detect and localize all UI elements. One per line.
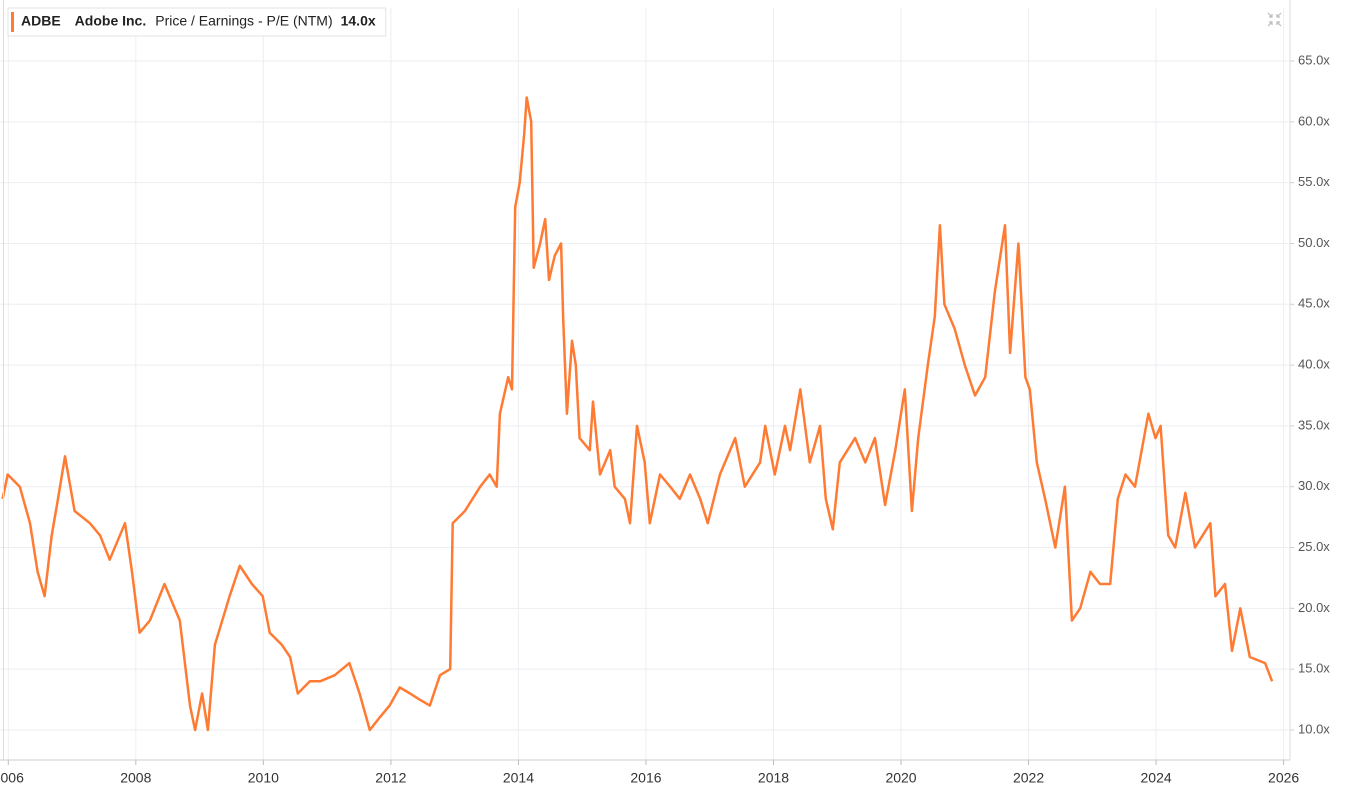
plot <box>1 96 1274 732</box>
y-tick-label: 50.0x <box>1298 235 1330 250</box>
legend-box <box>7 7 387 37</box>
x-tick-label: 2024 <box>1141 770 1172 786</box>
legend: ADBE Adobe Inc. Price / Earnings - P/E (NT… <box>7 7 387 37</box>
x-tick-label: 2026 <box>1268 770 1299 786</box>
x-tick-label: 2016 <box>630 770 661 786</box>
y-tick-label: 15.0x <box>1298 661 1330 676</box>
collapse-icon[interactable] <box>1267 12 1282 27</box>
y-tick-label: 30.0x <box>1298 478 1330 493</box>
y-tick-label: 60.0x <box>1298 113 1330 128</box>
y-tick-label: 40.0x <box>1298 357 1330 372</box>
x-tick-label: 2020 <box>885 770 916 786</box>
x-tick-label: 2008 <box>120 770 151 786</box>
x-tick-label: 2010 <box>248 770 279 786</box>
y-tick-label: 35.0x <box>1298 417 1330 432</box>
x-tick-label: 2018 <box>758 770 789 786</box>
y-tick-label: 45.0x <box>1298 296 1330 311</box>
y-tick-label: 55.0x <box>1298 174 1330 189</box>
y-tick-label: 25.0x <box>1298 539 1330 554</box>
legend-swatch <box>11 12 14 32</box>
x-tick-label: 2006 <box>0 770 24 786</box>
x-tick-label: 2014 <box>503 770 534 786</box>
y-tick-label: 20.0x <box>1298 600 1330 615</box>
legend-legend-value: 14.0x <box>341 13 376 29</box>
x-tick-label: 2012 <box>375 770 406 786</box>
y-tick-label: 10.0x <box>1298 721 1330 736</box>
grid <box>0 8 1290 760</box>
legend-name: ADBE <box>21 13 61 29</box>
axes: 10.0x 15.0x 20.0x 25.0x 30.0x 35.0x 40.0x 45.0x… <box>0 0 1330 786</box>
y-tick-label: 65.0x <box>1298 52 1330 67</box>
legend-company: Adobe Inc. <box>75 13 147 29</box>
legend-metric: Price / Earnings - P/E (NTM) <box>155 13 332 29</box>
series-line <box>1 96 1274 732</box>
x-tick-label: 2022 <box>1013 770 1044 786</box>
